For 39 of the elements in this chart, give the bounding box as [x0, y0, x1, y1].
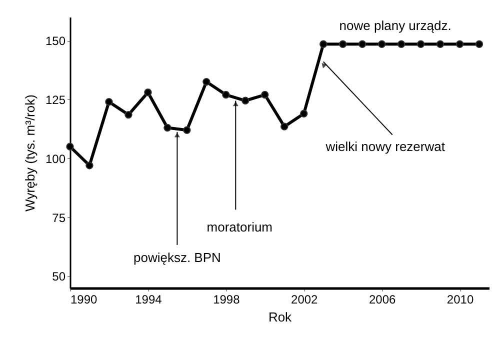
point [164, 124, 172, 132]
point [319, 40, 328, 48]
point [144, 88, 152, 96]
point [242, 96, 250, 105]
y-tick-label: 50 [52, 270, 66, 284]
x-tick-label: 1998 [213, 292, 240, 306]
annotation: powiększ. BPN [133, 250, 221, 265]
x-tick-label: 1990 [70, 292, 98, 306]
point [456, 40, 464, 48]
point [280, 122, 288, 130]
x-axis-title: Rok [268, 310, 292, 324]
y-axis-title: Wyręby (tys. m³/rok) [22, 94, 38, 212]
point [105, 98, 113, 106]
y-tick-label: 100 [45, 152, 66, 166]
x-tick-label: 1994 [135, 292, 162, 306]
x-tick-label: 2006 [368, 292, 396, 306]
y-tick-label: 75 [52, 210, 66, 225]
x-tick-label: 2010 [446, 292, 474, 306]
point [66, 142, 74, 150]
point [261, 90, 269, 99]
point [300, 110, 308, 118]
point [397, 40, 406, 48]
point [416, 40, 425, 48]
point [222, 90, 230, 99]
annotation: wielki nowy rezerwat [324, 138, 446, 154]
point [86, 162, 94, 170]
annotation: moratorium [206, 220, 273, 235]
point [338, 40, 347, 48]
point [358, 40, 366, 48]
point [378, 40, 386, 48]
point [183, 126, 191, 134]
point [124, 110, 132, 119]
x-tick-label: 2002 [291, 292, 318, 306]
point [475, 40, 484, 48]
point [436, 40, 444, 48]
point [202, 78, 210, 86]
y-tick-label: 150 [45, 34, 66, 48]
y-tick-label: 125 [45, 92, 66, 107]
annotation: nowe plany urządz. [339, 18, 452, 34]
